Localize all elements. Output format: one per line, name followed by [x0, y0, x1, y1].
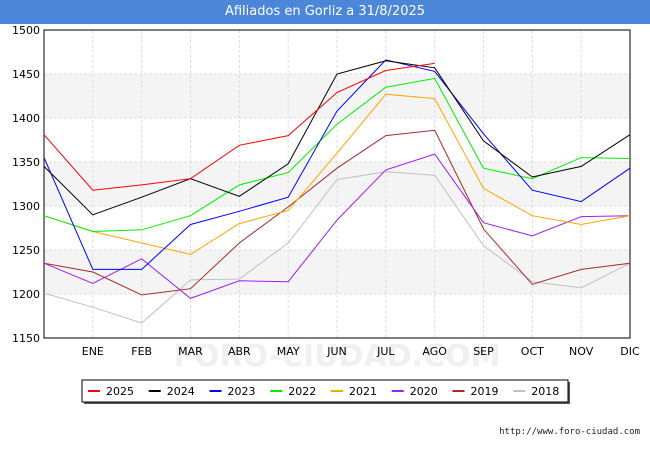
- x-tick-label: AGO: [422, 345, 447, 358]
- source-url[interactable]: http://www.foro-ciudad.com: [499, 427, 640, 437]
- legend-label-2023: 2023: [228, 385, 256, 398]
- y-tick-label: 1450: [12, 68, 40, 81]
- plot-band: [44, 162, 630, 206]
- legend-box: [81, 379, 569, 403]
- x-tick-label: NOV: [569, 345, 594, 358]
- series-line-2022: [43, 77, 631, 233]
- series-line-2021: [43, 93, 631, 255]
- x-tick-label: ENE: [82, 345, 104, 358]
- series-line-2018: [43, 171, 631, 324]
- legend-label-2024: 2024: [167, 385, 195, 398]
- chart-title: Afiliados en Gorliz a 31/8/2025: [0, 0, 650, 24]
- legend-label-2022: 2022: [288, 385, 316, 398]
- series-line-2020: [43, 153, 631, 299]
- y-tick-label: 1150: [12, 332, 40, 345]
- y-tick-label: 1250: [12, 244, 40, 257]
- series-line-2023: [43, 59, 631, 270]
- series-line-2024: [43, 60, 631, 216]
- legend-label-2021: 2021: [349, 385, 377, 398]
- plot-border: [43, 29, 631, 339]
- y-tick-label: 1200: [12, 288, 40, 301]
- x-tick-label: DIC: [620, 345, 640, 358]
- x-tick-label: SEP: [473, 345, 494, 358]
- x-tick-label: JUN: [326, 345, 347, 358]
- x-tick-label: FEB: [131, 345, 152, 358]
- y-tick-label: 1400: [12, 112, 40, 125]
- y-tick-label: 1300: [12, 200, 40, 213]
- y-tick-label: 1350: [12, 156, 40, 169]
- legend-label-2020: 2020: [410, 385, 438, 398]
- x-tick-label: ABR: [228, 345, 251, 358]
- x-tick-label: OCT: [521, 345, 544, 358]
- legend-label-2018: 2018: [531, 385, 559, 398]
- series-line-2025: [43, 62, 435, 191]
- x-tick-label: MAY: [277, 345, 300, 358]
- watermark: FORO-CIUDAD.COM: [174, 339, 501, 374]
- legend-label-2025: 2025: [106, 385, 134, 398]
- x-tick-label: MAR: [178, 345, 203, 358]
- series-line-2019: [43, 129, 631, 296]
- legend-label-2019: 2019: [471, 385, 499, 398]
- y-tick-label: 1500: [12, 24, 40, 37]
- x-tick-label: JUL: [376, 345, 395, 358]
